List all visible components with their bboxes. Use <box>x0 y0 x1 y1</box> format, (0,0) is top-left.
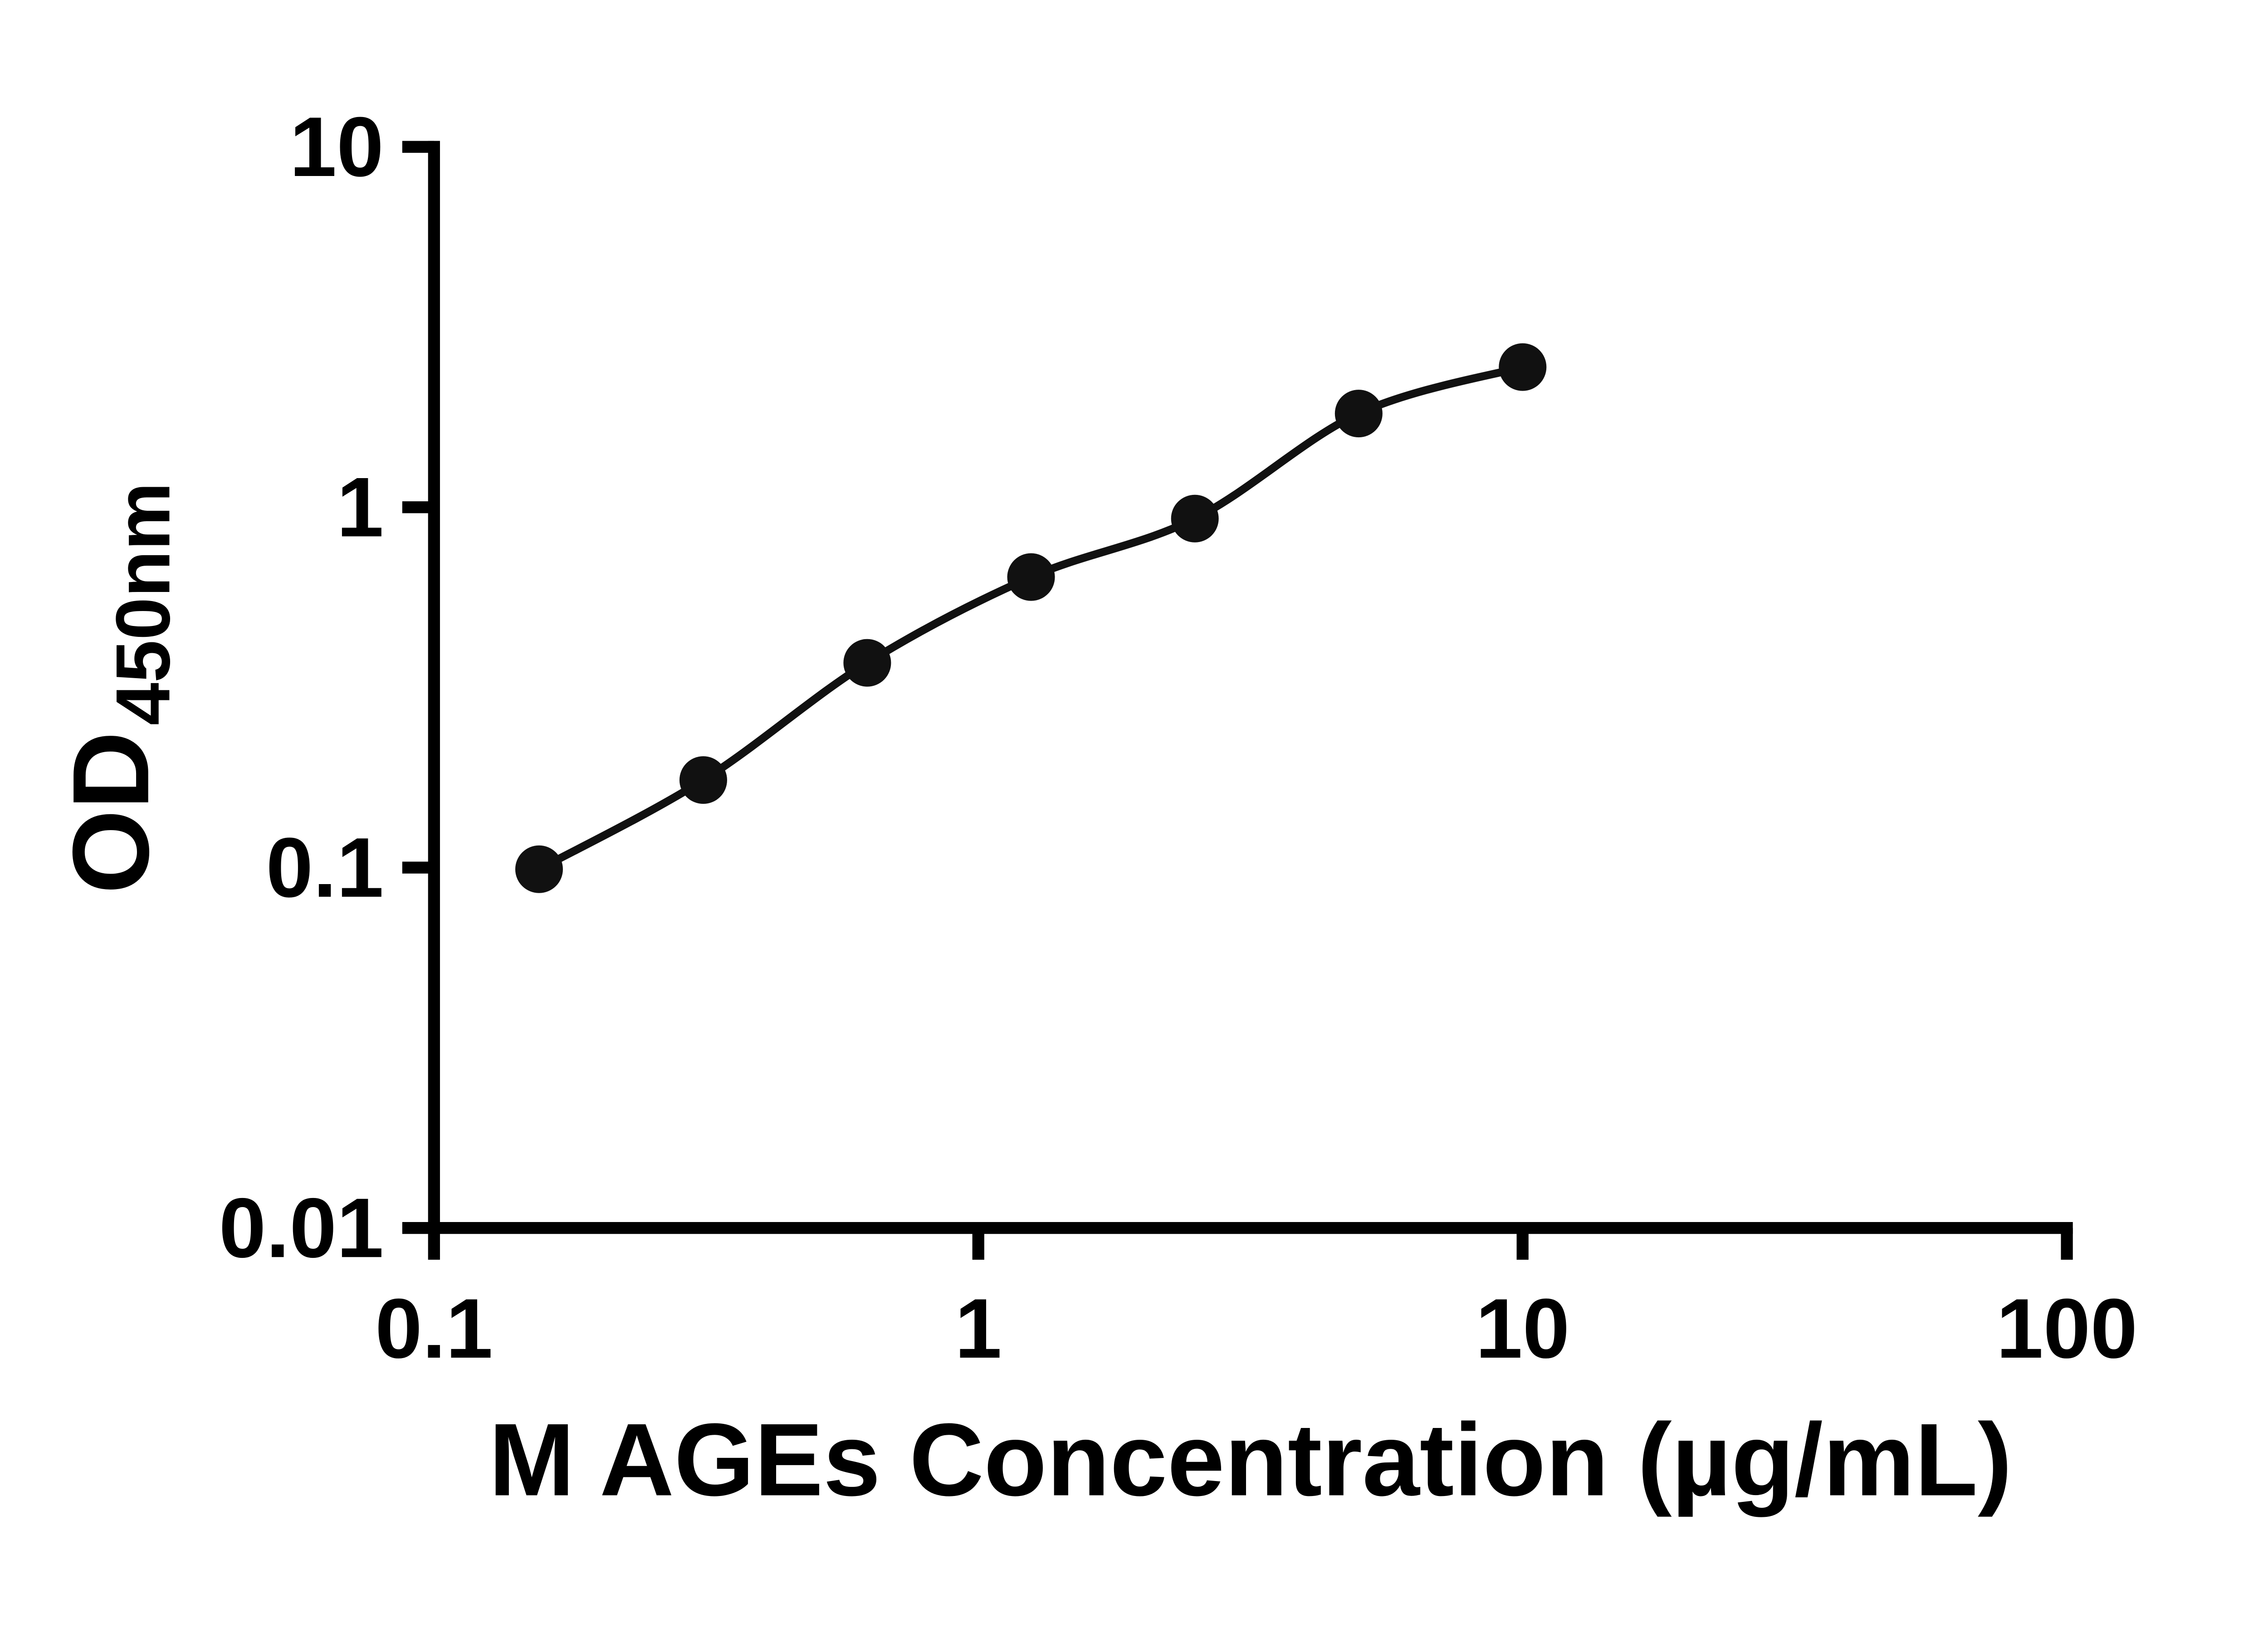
y-axis-label-main: OD <box>50 731 171 894</box>
y-tick-label: 0.1 <box>266 820 384 915</box>
axis-spines <box>428 141 2073 1234</box>
x-axis-label: M AGEs Concentration (µg/mL) <box>489 1402 2012 1517</box>
data-point <box>1499 343 1547 391</box>
y-axis-label-subscript: 450nm <box>100 482 186 725</box>
series-layer <box>515 343 1547 893</box>
y-tick-label: 10 <box>289 99 384 194</box>
data-point <box>1171 494 1219 543</box>
y-tick-label: 0.01 <box>219 1180 384 1275</box>
y-axis-label: OD 450nm <box>50 482 186 894</box>
x-tick-label: 0.1 <box>375 1281 493 1376</box>
data-point <box>1334 390 1383 438</box>
data-point <box>843 639 891 687</box>
data-point <box>679 756 727 804</box>
x-tick-label: 1 <box>955 1281 1002 1376</box>
data-point <box>1007 553 1055 601</box>
data-point <box>515 845 563 893</box>
x-tick-label: 100 <box>1996 1281 2137 1376</box>
x-tick-label: 10 <box>1476 1281 1570 1376</box>
y-tick-label: 1 <box>337 460 384 554</box>
standard-curve-figure: 0.1 1 10 100 0.01 0.1 1 10 M AGEs Concentration… <box>49 99 2138 1518</box>
